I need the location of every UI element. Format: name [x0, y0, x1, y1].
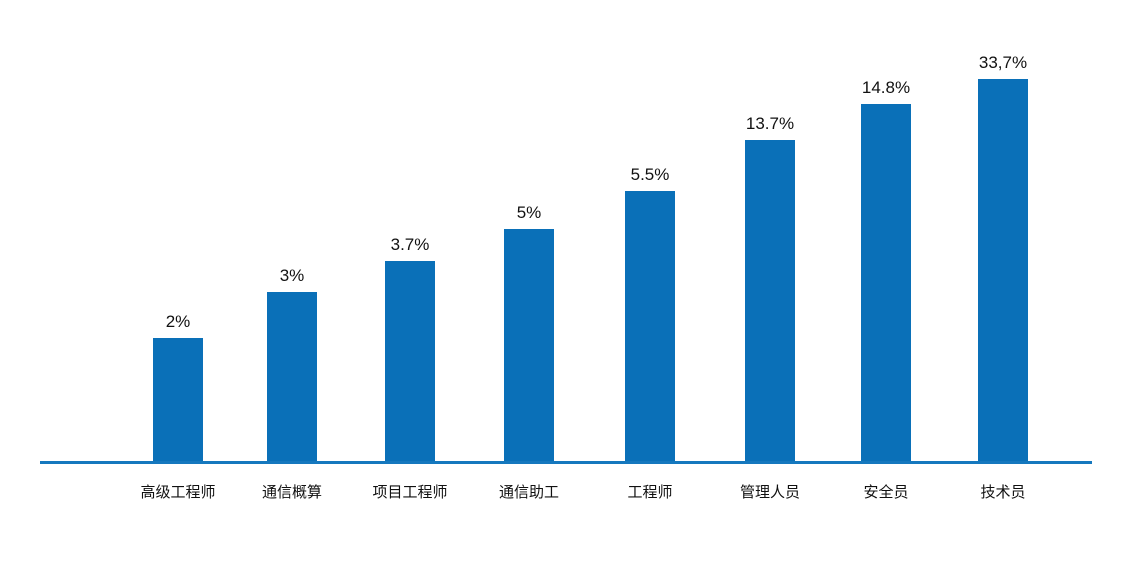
bar: [861, 104, 911, 461]
bar: [385, 261, 435, 461]
x-axis-category-label: 技术员: [980, 484, 1026, 501]
bar-value-label: 2%: [165, 312, 191, 331]
bar-group: 33,7% 技术员: [943, 0, 1063, 564]
bar: [153, 338, 203, 461]
bar-group: 13.7% 管理人员: [710, 0, 830, 564]
x-axis-line: [40, 461, 1092, 464]
x-axis-category-label: 高级工程师: [140, 484, 216, 501]
x-axis-category-label: 项目工程师: [372, 484, 448, 501]
bar: [978, 79, 1028, 461]
bar-value-label: 5%: [516, 203, 542, 222]
bar-group: 3.7% 项目工程师: [350, 0, 470, 564]
bar-group: 2% 高级工程师: [118, 0, 238, 564]
x-axis-category-label: 安全员: [863, 484, 909, 501]
bar-group: 14.8% 安全员: [826, 0, 946, 564]
x-axis-category-label: 通信概算: [261, 484, 322, 501]
bar-value-label: 33,7%: [978, 53, 1028, 72]
bar-group: 5.5% 工程师: [590, 0, 710, 564]
x-axis-category-label: 通信助工: [498, 484, 559, 501]
bar-value-label: 3%: [279, 266, 305, 285]
bar-value-label: 14.8%: [861, 78, 911, 97]
bar: [625, 191, 675, 461]
bar-group: 5% 通信助工: [469, 0, 589, 564]
bar: [504, 229, 554, 461]
x-axis-category-label: 工程师: [627, 484, 673, 501]
bar-group: 3% 通信概算: [232, 0, 352, 564]
x-axis-category-label: 管理人员: [739, 484, 800, 501]
bar-value-label: 5.5%: [630, 165, 670, 184]
bar: [745, 140, 795, 461]
bar-value-label: 13.7%: [745, 114, 795, 133]
bar-value-label: 3.7%: [390, 235, 430, 254]
bar: [267, 292, 317, 461]
